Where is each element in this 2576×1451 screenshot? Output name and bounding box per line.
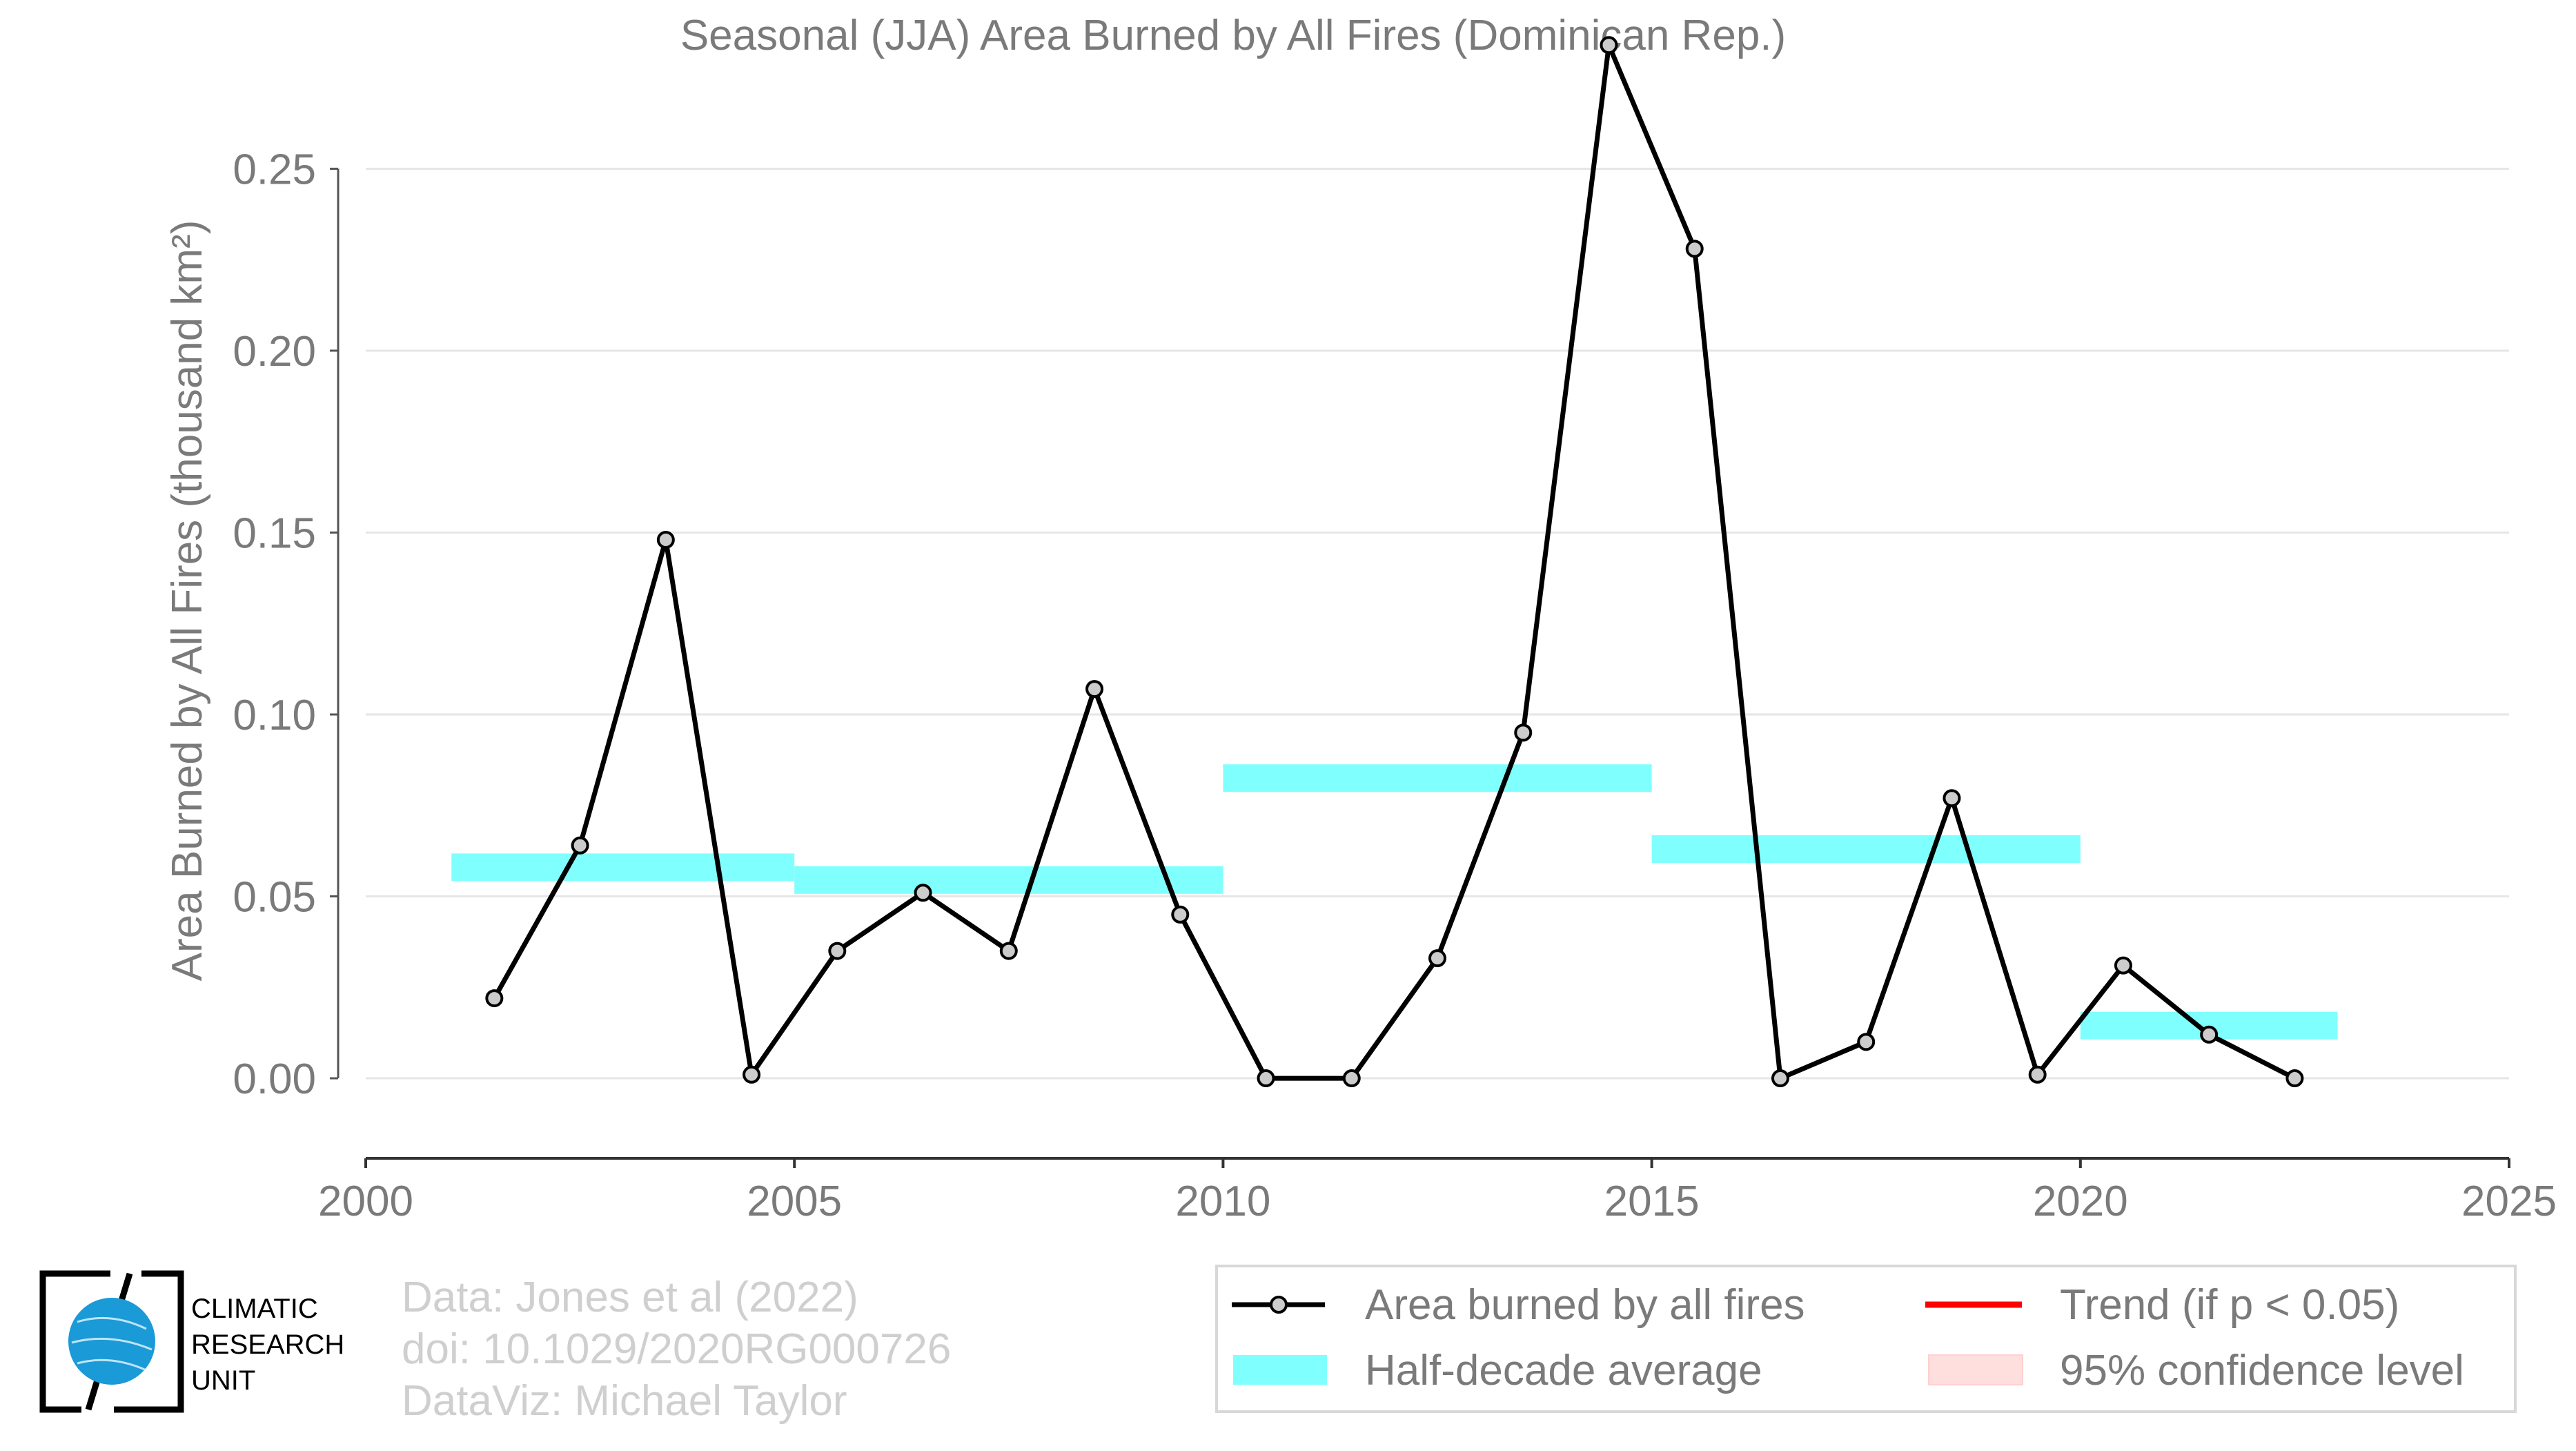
- legend-marker-area-burned: [1270, 1296, 1288, 1314]
- data-point: [1085, 680, 1104, 699]
- area-burned-line: [492, 42, 2296, 1081]
- data-point: [1514, 723, 1533, 742]
- data-point: [2200, 1025, 2219, 1044]
- data-point: [1171, 905, 1190, 924]
- chart-title: Seasonal (JJA) Area Burned by All Fires …: [680, 12, 1786, 59]
- data-point: [2114, 956, 2132, 975]
- y-tick-label: 0.10: [233, 692, 316, 739]
- legend-label-half-decade: Half-decade average: [1365, 1347, 1762, 1394]
- x-tick-label: 2020: [2033, 1178, 2128, 1225]
- data-point: [1257, 1069, 1275, 1088]
- x-tick-label: 2015: [1604, 1178, 1700, 1225]
- credit-dataviz: DataViz: Michael Taylor: [402, 1377, 847, 1425]
- y-axis-label: Area Burned by All Fires (thousand km²): [164, 220, 211, 982]
- half-decade-band: [451, 853, 795, 882]
- half-decade-bands: [451, 764, 2338, 1040]
- grid-lines: [366, 167, 2509, 1080]
- cru-logo-text: CLIMATIC RESEARCH UNIT: [191, 1291, 344, 1399]
- x-tick-label: 2025: [2461, 1178, 2557, 1225]
- legend: Area burned by all fires Trend (if p < 0…: [1215, 1265, 2517, 1413]
- data-point: [571, 836, 589, 855]
- credit-data: Data: Jones et al (2022): [402, 1274, 858, 1321]
- data-point: [1685, 240, 1704, 258]
- legend-label-area-burned: Area burned by all fires: [1365, 1281, 1805, 1329]
- axes: 0.00 0.05 0.10 0.15 0.20 0.25 2000 2005 2010 2015…: [233, 146, 2557, 1225]
- data-point: [485, 989, 504, 1008]
- y-tick-label: 0.20: [233, 328, 316, 376]
- half-decade-band: [1223, 764, 1652, 792]
- legend-swatch-half-decade: [1233, 1355, 1327, 1385]
- data-point: [1342, 1069, 1361, 1088]
- y-tick-label: 0.25: [233, 146, 316, 193]
- half-decade-band: [1651, 835, 2081, 864]
- data-point: [2028, 1065, 2047, 1084]
- data-point: [743, 1065, 761, 1084]
- data-point: [1857, 1033, 1876, 1051]
- data-point: [1943, 789, 1961, 808]
- area-burned-series: [485, 36, 2304, 1088]
- data-point: [1428, 949, 1446, 968]
- half-decade-band: [794, 866, 1223, 894]
- logo-bracket-right: [114, 1270, 184, 1413]
- data-point: [656, 531, 675, 549]
- data-point: [914, 884, 932, 902]
- cru-line-3: UNIT: [191, 1365, 256, 1396]
- x-tick-label: 2010: [1175, 1178, 1270, 1225]
- cru-line-2: RESEARCH: [191, 1330, 345, 1360]
- data-point: [828, 942, 847, 960]
- x-tick-label: 2005: [747, 1178, 842, 1225]
- data-point: [1771, 1069, 1789, 1088]
- cru-line-1: CLIMATIC: [191, 1294, 318, 1324]
- data-point: [2285, 1069, 2304, 1088]
- data-point: [1600, 36, 1618, 55]
- legend-label-confidence: 95% confidence level: [2060, 1347, 2464, 1394]
- logo-bracket-left: [39, 1270, 110, 1413]
- legend-box: [1215, 1265, 2517, 1413]
- data-point: [999, 942, 1018, 960]
- credit-doi: doi: 10.1029/2020RG000726: [402, 1325, 952, 1373]
- legend-swatch-confidence: [1928, 1354, 2023, 1385]
- x-tick-label: 2000: [318, 1178, 413, 1225]
- y-tick-label: 0.00: [233, 1055, 316, 1103]
- y-tick-label: 0.15: [233, 509, 316, 557]
- cru-logo: [39, 1270, 184, 1413]
- legend-label-trend: Trend (if p < 0.05): [2060, 1281, 2399, 1329]
- y-tick-label: 0.05: [233, 874, 316, 922]
- globe-lines: [71, 1316, 153, 1372]
